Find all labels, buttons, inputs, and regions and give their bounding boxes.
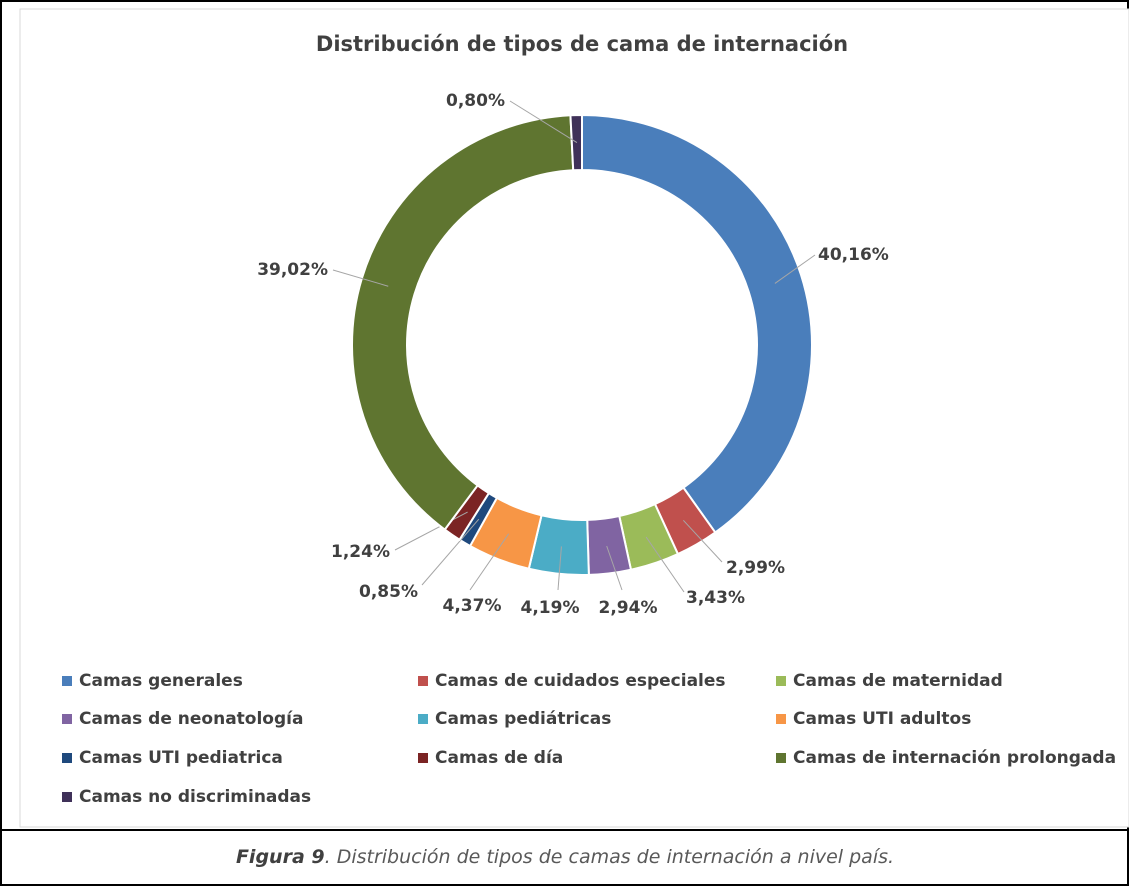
- leader-line: [606, 545, 623, 591]
- donut-slice: [351, 114, 575, 531]
- data-label: 0,85%: [359, 582, 418, 602]
- data-label: 4,37%: [443, 596, 502, 616]
- caption: Figura 9. Distribución de tipos de camas…: [236, 846, 894, 868]
- legend-label: Camas no discriminadas: [79, 787, 311, 807]
- data-label: 4,19%: [521, 598, 580, 618]
- legend-swatch: [62, 792, 72, 802]
- data-label: 2,94%: [599, 598, 658, 618]
- leader-line: [774, 254, 816, 284]
- leader-line: [682, 519, 723, 563]
- legend-swatch: [776, 753, 786, 763]
- legend-label: Camas generales: [79, 671, 243, 691]
- legend-swatch: [418, 753, 428, 763]
- legend-swatch: [62, 714, 72, 724]
- legend-label: Camas de internación prolongada: [793, 748, 1116, 768]
- legend-swatch: [62, 753, 72, 763]
- data-label: 0,80%: [446, 91, 505, 111]
- legend-label: Camas pediátricas: [435, 709, 611, 729]
- legend-swatch: [418, 676, 428, 686]
- legend-swatch: [776, 676, 786, 686]
- leader-line: [557, 546, 562, 591]
- leader-line: [509, 100, 578, 143]
- legend-swatch: [418, 714, 428, 724]
- data-label: 40,16%: [818, 245, 889, 265]
- legend-label: Camas UTI pediatrica: [79, 748, 283, 768]
- legend-swatch: [776, 714, 786, 724]
- caption-label: Figura 9: [236, 846, 325, 868]
- donut-slice: [581, 113, 813, 534]
- leader-line: [645, 536, 685, 593]
- leader-line: [332, 269, 389, 287]
- chart-title: Distribución de tipos de cama de interna…: [316, 32, 848, 56]
- legend-swatch: [62, 676, 72, 686]
- data-label: 3,43%: [686, 588, 745, 608]
- legend-label: Camas de día: [435, 748, 563, 768]
- legend-label: Camas de maternidad: [793, 671, 1003, 691]
- leader-line: [469, 533, 510, 591]
- data-label: 2,99%: [726, 558, 785, 578]
- data-label: 39,02%: [257, 260, 328, 280]
- data-label: 1,24%: [331, 542, 390, 562]
- leader-line: [421, 518, 480, 586]
- leader-line: [394, 511, 468, 551]
- legend-label: Camas de neonatología: [79, 709, 303, 729]
- legend-label: Camas UTI adultos: [793, 709, 971, 729]
- caption-text: . Distribución de tipos de camas de inte…: [325, 846, 894, 868]
- legend-label: Camas de cuidados especiales: [435, 671, 726, 691]
